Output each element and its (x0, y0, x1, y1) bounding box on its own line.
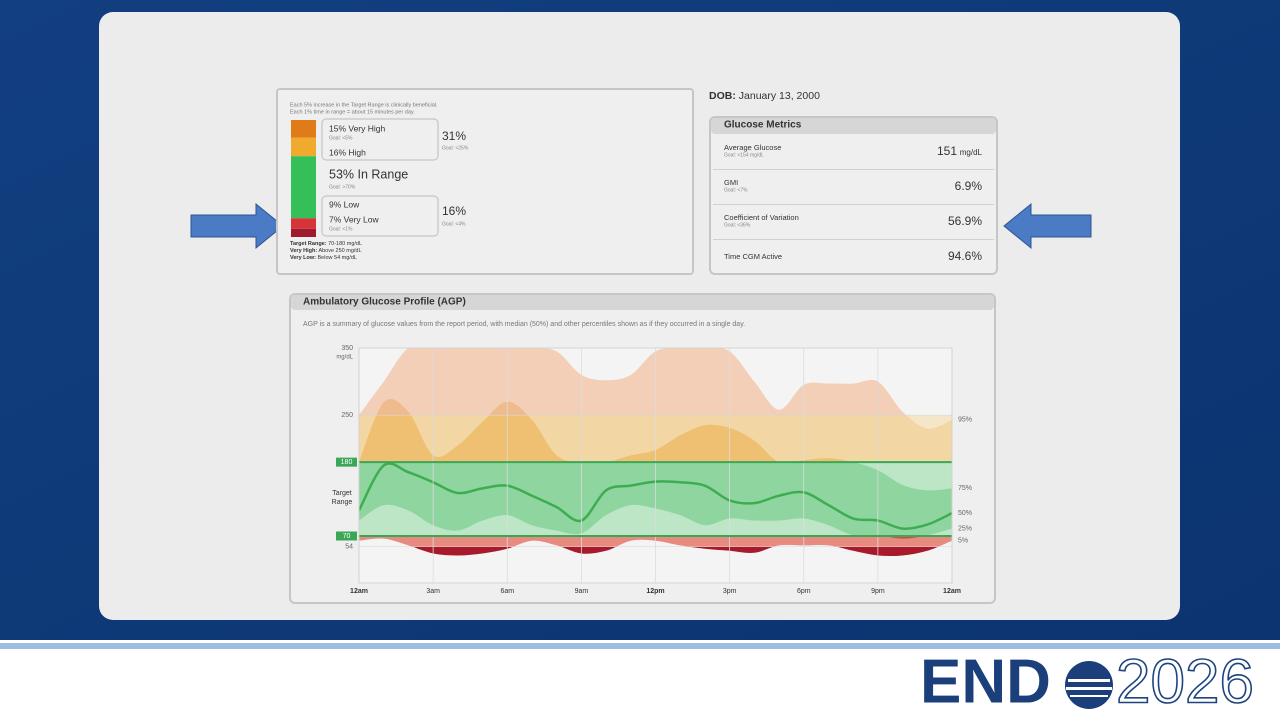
logo-year: 2026 (1116, 647, 1254, 716)
metric-goal: Goal: <154 mg/dL (724, 152, 764, 158)
x-tick-label: 3am (426, 588, 440, 595)
percentile-label: 25% (958, 525, 972, 532)
footnote-text: 70-180 mg/dL (328, 241, 362, 247)
metrics-panel (709, 116, 998, 275)
y-tick-label: 250 (341, 412, 353, 419)
metric-name: Coefficient of Variation (724, 213, 799, 222)
metric-goal: Goal: <36% (724, 222, 751, 228)
footnote: Very Low: Below 54 mg/dL (290, 255, 357, 261)
metric-goal: Goal: <7% (724, 187, 748, 193)
tir-segment (291, 137, 316, 157)
metric-name: Time CGM Active (724, 252, 782, 261)
x-tick-label: 6pm (797, 588, 811, 595)
arrow-right (190, 202, 284, 250)
x-tick-label: 9pm (871, 588, 885, 595)
metric-value: 56.9% (948, 214, 982, 228)
percentile-label: 50% (958, 510, 972, 517)
tir-segment (291, 120, 316, 138)
footnote-term: Very Low: (290, 255, 316, 261)
group-goal: Goal: <25% (442, 145, 469, 151)
target-tag (336, 457, 357, 467)
logo-globe (1065, 661, 1113, 709)
x-tick-label: 9am (575, 588, 589, 595)
tir-note: Each 5% increase in the Target Range is … (290, 102, 438, 108)
range-goal: Goal: <1% (329, 226, 353, 232)
y-tick-label: 54 (345, 544, 353, 551)
footnote-text: Below 54 mg/dL (318, 255, 357, 261)
footnote-text: Above 250 mg/dL (318, 248, 361, 254)
y-tick-label: 350 (341, 345, 353, 352)
metrics-header (711, 118, 996, 134)
group-label: 16% (442, 204, 466, 218)
footnote-term: Very High: (290, 248, 317, 254)
target-label: Target Range (331, 490, 353, 507)
dob: DOB: January 13, 2000 (709, 90, 820, 102)
footer-stripe (0, 643, 1280, 649)
dob-value: January 13, 2000 (739, 90, 820, 102)
metric-value: 151 (937, 144, 957, 158)
group-label: 31% (442, 129, 466, 143)
y-unit: mg/dL (336, 355, 353, 361)
target-label-box: Target Range (331, 490, 353, 507)
range-label: 9% Low (329, 199, 360, 209)
range-goal: Goal: >70% (329, 184, 356, 190)
metric-value: 6.9% (955, 179, 983, 193)
metrics-title: Glucose Metrics (724, 120, 802, 131)
agp-header (291, 295, 994, 310)
agp-title: Ambulatory Glucose Profile (AGP) (303, 297, 466, 308)
arrow-left (1003, 202, 1092, 250)
tir-bar (291, 120, 316, 237)
percentile-label: 95% (958, 417, 972, 424)
range-label: 53% In Range (329, 167, 408, 181)
footnote: Target Range: 70-180 mg/dL (290, 241, 362, 247)
tir-segment (291, 156, 316, 219)
metric-unit: mg/dL (960, 148, 983, 157)
x-tick-label: 12am (943, 588, 961, 595)
tir-note: Each 1% time in range = about 15 minutes… (290, 109, 415, 115)
percentile-label: 75% (958, 485, 972, 492)
agp-description: AGP is a summary of glucose values from … (303, 321, 745, 328)
target-tag (336, 531, 357, 541)
y-tick-label: 70 (343, 533, 351, 540)
range-label: 16% High (329, 147, 366, 157)
footnote-term: Target Range: (290, 241, 327, 247)
bracket (321, 195, 439, 237)
x-tick-label: 12pm (646, 588, 664, 595)
plot-frame (358, 347, 953, 584)
y-tick-label: 180 (341, 459, 353, 466)
x-tick-label: 6am (500, 588, 514, 595)
metric-name: GMI (724, 178, 738, 187)
tir-segment (291, 218, 316, 229)
range-goal: Goal: <5% (329, 135, 353, 141)
metric-name: Average Glucose (724, 143, 781, 152)
range-label: 15% Very High (329, 123, 385, 133)
percentile-label: 5% (958, 538, 968, 545)
range-label: 7% Very Low (329, 214, 379, 224)
footnote: Very High: Above 250 mg/dL (290, 248, 362, 254)
x-tick-label: 12am (350, 588, 368, 595)
tir-segment (291, 228, 316, 237)
dob-label: DOB: (709, 90, 736, 102)
agp-chart: 12am 3am 6am 9am 12pm 3pm 6pm 9pm 12am 54 70 180 250… (331, 345, 972, 595)
logo-text: END (920, 647, 1051, 716)
metric-value: 94.6% (948, 249, 982, 263)
tir-panel (276, 88, 694, 275)
group-goal: Goal: <4% (442, 221, 466, 227)
x-tick-label: 3pm (723, 588, 737, 595)
bracket (321, 118, 439, 161)
